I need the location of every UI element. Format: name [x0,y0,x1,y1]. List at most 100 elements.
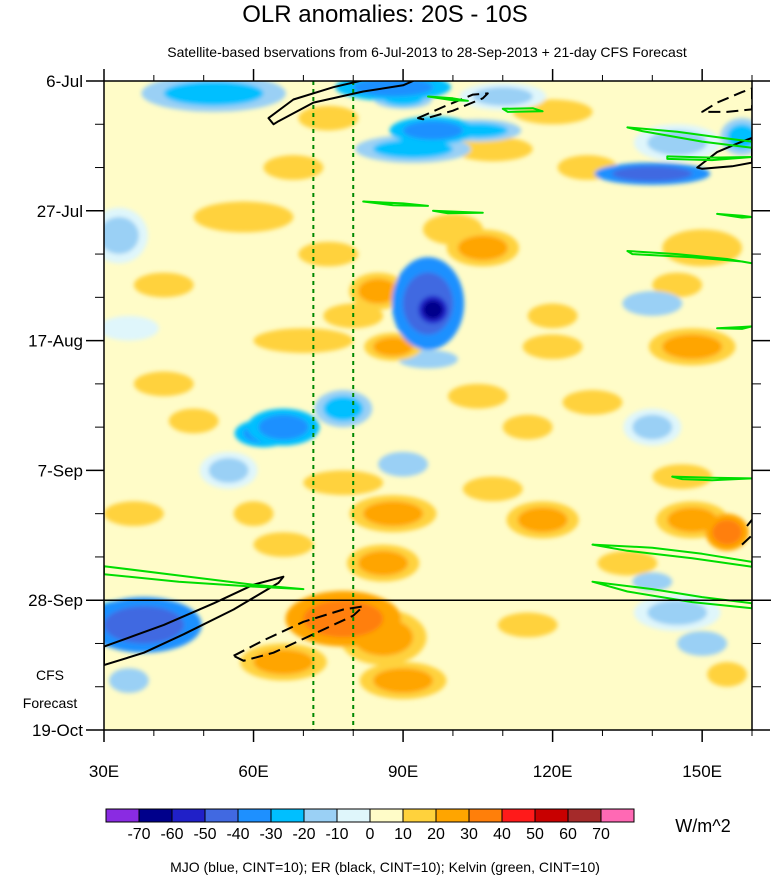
colorbar-swatch [336,808,371,823]
forecast-label-line2: Forecast [23,695,78,711]
anomaly-cell [133,272,194,298]
colorbar-label: 40 [493,826,511,843]
colorbar-label: -50 [193,826,216,843]
anomaly-cell [373,337,414,357]
anomaly-cell [363,501,424,527]
colorbar-swatch [237,808,272,823]
kelvin-contour [104,565,305,591]
colorbar-swatch [204,808,239,823]
anomaly-cell [667,507,718,533]
anomaly-cell [298,105,359,131]
anomaly-cell [258,414,309,440]
x-tick-label: 60E [238,762,268,781]
y-tick-label: 27-Jul [37,202,83,221]
er-contour [232,605,365,662]
anomaly-cell [233,501,274,527]
x-tick-label: 120E [533,762,573,781]
anomaly-cell [353,81,433,97]
y-tick-label: 7-Sep [38,461,83,480]
anomaly-cell [163,81,264,106]
anomaly-cell [632,572,673,591]
colorbar-swatch [534,808,569,823]
er-contour [746,519,752,527]
er-contour [696,136,752,170]
anomaly-cell [447,383,508,409]
colorbar-label: -40 [226,826,249,843]
anomaly-cell [727,124,752,149]
anomaly-cell [303,470,384,496]
colorbar-label: -30 [259,826,282,843]
er-contour [267,81,414,126]
anomaly-cell [647,600,708,625]
anomaly-cell [168,408,219,434]
colorbar-label: -70 [127,826,150,843]
colorbar-label: 30 [460,826,478,843]
colorbar-label: 0 [366,826,375,843]
anomaly-cell [423,300,443,319]
colorbar-swatch [402,808,437,823]
anomaly-cell [632,414,673,440]
y-tick-label: 28-Sep [28,591,83,610]
plot-area [103,80,771,731]
colorbar-swatch [501,808,536,823]
y-tick-label: 17-Aug [28,332,83,351]
anomaly-cell [562,390,623,415]
colorbar-swatch [369,808,404,823]
anomaly-cell [358,550,409,576]
anomaly-cell [612,166,693,182]
anomaly-cell [622,291,683,316]
anomaly-cell [378,451,429,477]
axes: 6-Jul 27-Jul 17-Aug 7-Sep 28-Sep 19-Oct 30E 60E… [28,69,770,781]
kelvin-contour [626,250,752,265]
anomaly-cell [662,334,723,360]
kelvin-contour [671,475,752,482]
anomaly-cell [253,328,354,353]
anomaly-cell [522,334,583,360]
kelvin-contour [432,209,484,215]
anomaly-cell [208,458,249,483]
colorbar-label: 60 [559,826,577,843]
colorbar-swatch [303,808,338,823]
anomaly-cell [373,139,453,159]
anomaly-cell [497,612,558,638]
anomaly-cell [358,278,399,304]
colorbar-swatch [171,808,206,823]
er-contour [701,87,752,113]
anomaly-cell [193,201,294,233]
colorbar-swatch [468,808,503,823]
anomaly-cell [303,600,384,638]
wave-contours [104,81,752,667]
anomaly-cell [253,532,314,557]
er-contour [417,92,489,121]
anomaly-cell [253,649,314,675]
colorbar-label: -60 [160,826,183,843]
kelvin-contour [716,212,752,219]
anomaly-cell [527,303,578,329]
anomaly-cell [677,631,728,656]
colorbar-label: 10 [394,826,412,843]
colorbar-label: -20 [292,826,315,843]
anomaly-cell [712,519,743,545]
forecast-label-line1: CFS [36,667,64,683]
anomaly-cell [502,414,553,440]
er-contour [104,575,285,667]
anomaly-cell [403,121,463,140]
anomaly-cell [104,606,184,644]
colorbar-swatch [435,808,470,823]
x-tick-label: 150E [682,762,722,781]
anomaly-cell [104,315,159,341]
y-tick-label: 19-Oct [32,721,83,740]
anomaly-cell [373,668,433,693]
x-tick-label: 90E [388,762,418,781]
chart-subtitle: Satellite-based bservations from 6-Jul-2… [167,44,687,60]
kelvin-contour [591,580,752,610]
colorbar-units: W/m^2 [675,816,730,836]
kelvin-contour [591,543,752,568]
colorbar-label: -10 [325,826,348,843]
plot-frame [103,80,753,731]
anomaly-cell [452,136,533,162]
x-tick-label: 30E [89,762,119,781]
colorbar-label: 50 [526,826,544,843]
colorbar-swatch [138,808,173,823]
colorbar-swatch [270,808,305,823]
